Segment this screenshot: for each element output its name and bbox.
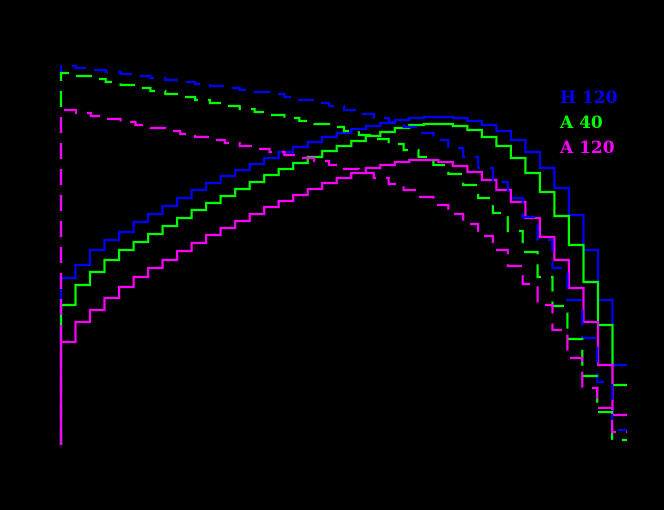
series-a-120-dashed	[59, 108, 627, 445]
legend: H 120 A 40 A 120	[560, 86, 617, 161]
legend-entry-a120: A 120	[560, 138, 615, 158]
legend-entry-a40: A 40	[560, 113, 603, 133]
series-h-120	[59, 115, 627, 445]
series-a-120	[59, 158, 627, 445]
series-layer	[59, 64, 627, 445]
series-a-40	[59, 122, 627, 445]
series-h-120-dashed	[59, 64, 627, 445]
legend-entry-h120: H 120	[560, 88, 618, 108]
series-a-40-dashed	[59, 71, 627, 445]
